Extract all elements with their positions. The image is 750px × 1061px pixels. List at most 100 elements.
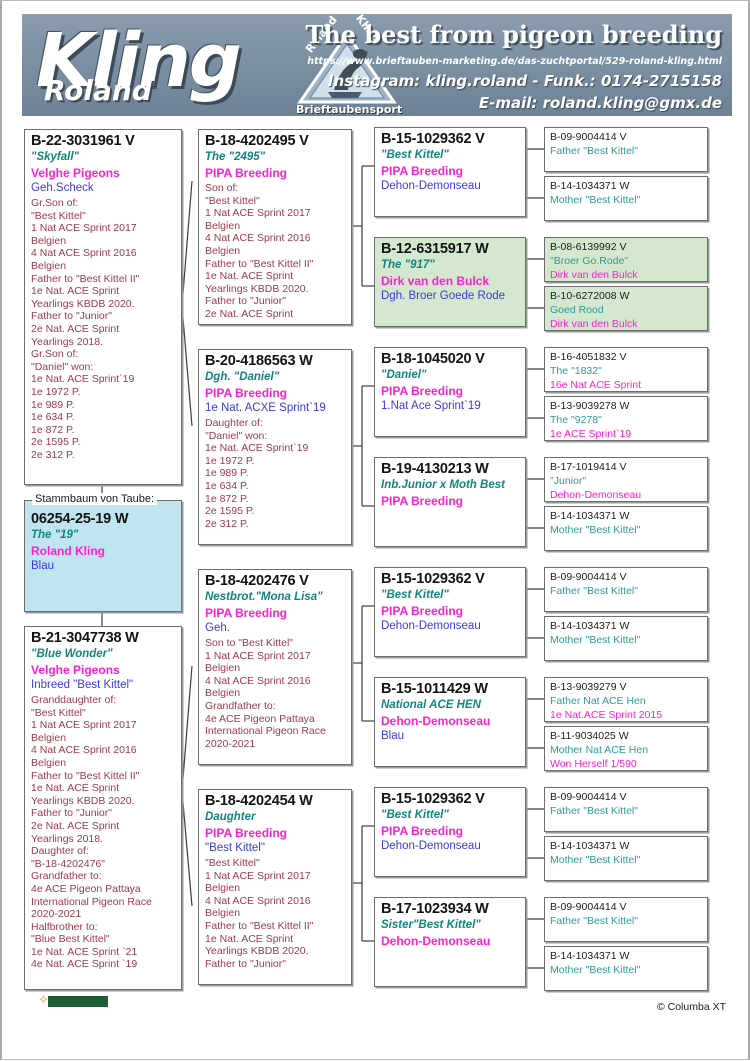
pedigree-box-gen4-9[interactable]: B-14-1034371 W Mother "Best Kittel" xyxy=(544,616,708,661)
pedigree-box-sire[interactable]: B-22-3031961 V "Skyfall" Velghe Pigeons … xyxy=(24,129,182,485)
pedigree-box-gen4-7[interactable]: B-14-1034371 W Mother "Best Kittel" xyxy=(544,506,708,551)
pedigree-box-gen3-3[interactable]: B-19-4130213 W Inb.Junior x Moth Best PI… xyxy=(374,457,526,547)
footer-logo-bar xyxy=(48,996,108,1007)
breeder: PIPA Breeding xyxy=(381,384,464,398)
performance-line: Belgien xyxy=(205,662,241,675)
breeder: PIPA Breeding xyxy=(205,826,288,840)
performance-line: 1e 1972 P. xyxy=(31,385,81,398)
ring-number: B-09-9004414 V xyxy=(550,571,627,583)
colour: Blau xyxy=(31,560,55,572)
pedigree-box-gen3-1[interactable]: B-12-6315917 W The "917" Dirk van den Bu… xyxy=(374,237,526,327)
nickname: "Junior" xyxy=(550,475,587,487)
performance-line: Belgien xyxy=(31,259,67,272)
nickname: Mother "Best Kittel" xyxy=(550,194,641,206)
performance-line: Belgien xyxy=(205,882,241,895)
performance-line: 1e Nat. ACE Sprint `21 xyxy=(31,945,138,958)
nickname: The "19" xyxy=(31,529,79,541)
colour: Geh.Scheck xyxy=(31,182,94,194)
ring-number: B-20-4186563 W xyxy=(205,353,313,369)
performance-line: 4e ACE Pigeon Pattaya xyxy=(205,712,315,725)
pedigree-box-gen3-4[interactable]: B-15-1029362 V "Best Kittel" PIPA Breedi… xyxy=(374,567,526,657)
breeder: PIPA Breeding xyxy=(381,824,464,838)
ring-number: 06254-25-19 W xyxy=(31,511,129,527)
performance-line: 1 Nat ACE Sprint 2017 xyxy=(205,649,311,662)
performance-list: "Best Kittel" 1 Nat ACE Sprint 2017 Belgie… xyxy=(205,857,346,970)
ring-number: B-15-1029362 V xyxy=(381,571,485,587)
breeder: Dehon-Demonseau xyxy=(381,934,491,948)
breeder: 1e Nat.ACE Sprint 2015 xyxy=(550,709,663,721)
performance-line: Father to "Junior" xyxy=(31,807,112,820)
pedigree-box-gen4-15[interactable]: B-14-1034371 W Mother "Best Kittel" xyxy=(544,946,708,991)
performance-line: Father to "Best Kittel II" xyxy=(205,919,314,932)
pedigree-box-gen4-12[interactable]: B-09-9004414 V Father "Best Kittel" xyxy=(544,787,708,832)
pedigree-box-gen4-8[interactable]: B-09-9004414 V Father "Best Kittel" xyxy=(544,567,708,612)
pedigree-box-gen4-0[interactable]: B-09-9004414 V Father "Best Kittel" xyxy=(544,127,708,172)
pedigree-box-gen2-0[interactable]: B-18-4202495 V The "2495" PIPA Breeding … xyxy=(198,129,352,325)
breeder: Velghe Pigeons xyxy=(31,663,120,677)
colour: Dehon-Demonseau xyxy=(381,180,481,192)
ring-number: B-08-6139992 V xyxy=(550,241,627,253)
banner-url[interactable]: https://www.brieftauben-marketing.de/das… xyxy=(307,56,722,67)
pedigree-box-gen4-4[interactable]: B-16-4051832 V The "1832" 16e Nat ACE Sp… xyxy=(544,347,708,392)
nickname: Mother Nat ACE Hen xyxy=(550,744,649,756)
nickname: "Best Kittel" xyxy=(381,589,449,601)
nickname: "Broer Go.Rode" xyxy=(550,255,629,267)
pedigree-box-gen2-2[interactable]: B-18-4202476 V Nestbrot."Mona Lisa" PIPA… xyxy=(198,569,352,765)
performance-line: "Best Kittel" xyxy=(31,706,86,719)
performance-line: Belgien xyxy=(31,731,67,744)
nickname: The "917" xyxy=(381,259,435,271)
pedigree-box-gen3-5[interactable]: B-15-1011429 W National ACE HEN Dehon-De… xyxy=(374,677,526,767)
colour: Dgh. Broer Goede Rode xyxy=(381,290,506,302)
breeder: PIPA Breeding xyxy=(381,604,464,618)
performance-line: Gr.Son of: xyxy=(31,348,79,361)
performance-line: 2e Nat. ACE Sprint xyxy=(31,819,120,832)
banner-email[interactable]: E-mail: roland.kling@gmx.de xyxy=(478,94,722,112)
pedigree-box-gen4-13[interactable]: B-14-1034371 W Mother "Best Kittel" xyxy=(544,836,708,881)
ring-number: B-19-4130213 W xyxy=(381,461,489,477)
performance-line: Daughter of: xyxy=(205,417,263,429)
pedigree-box-gen4-1[interactable]: B-14-1034371 W Mother "Best Kittel" xyxy=(544,176,708,221)
nickname: Daughter xyxy=(205,811,256,823)
nickname: "Best Kittel" xyxy=(381,149,449,161)
nickname: Mother "Best Kittel" xyxy=(550,854,641,866)
performance-line: Yearlings KBDB 2020. xyxy=(31,794,135,807)
ring-number: B-14-1034371 W xyxy=(550,840,630,852)
performance-line: Grandfather to: xyxy=(31,870,102,883)
pedigree-box-gen4-11[interactable]: B-11-9034025 W Mother Nat ACE Hen Won He… xyxy=(544,726,708,771)
ring-number: B-14-1034371 W xyxy=(550,510,630,522)
performance-line: Granddaughter of: xyxy=(31,694,117,706)
pedigree-box-subject[interactable]: 06254-25-19 W The "19" Roland Kling Blau xyxy=(24,500,182,612)
performance-line: 1e 872 P. xyxy=(205,492,249,505)
pedigree-box-gen2-3[interactable]: B-18-4202454 W Daughter PIPA Breeding "B… xyxy=(198,789,352,985)
pedigree-box-gen4-2[interactable]: B-08-6139992 V "Broer Go.Rode" Dirk van … xyxy=(544,237,708,282)
performance-line: 1e 1972 P. xyxy=(205,454,255,467)
breeder: PIPA Breeding xyxy=(205,166,288,180)
performance-line: 4 Nat ACE Sprint 2016 xyxy=(205,674,311,687)
performance-line: 2e 312 P. xyxy=(205,517,249,530)
ring-number: B-12-6315917 W xyxy=(381,241,489,257)
performance-line: 4e Nat. ACE Sprint `19 xyxy=(31,958,138,971)
performance-line: Father to "Best Kittel II" xyxy=(31,769,140,782)
ring-number: B-17-1023934 W xyxy=(381,901,489,917)
pedigree-box-gen2-1[interactable]: B-20-4186563 W Dgh. "Daniel" PIPA Breedi… xyxy=(198,349,352,545)
performance-line: 1e Nat. ACE Sprint xyxy=(31,285,120,298)
performance-line: 1e Nat. ACE Sprint xyxy=(31,782,120,795)
pedigree-box-gen3-0[interactable]: B-15-1029362 V "Best Kittel" PIPA Breedi… xyxy=(374,127,526,217)
nickname: Father "Best Kittel" xyxy=(550,805,638,817)
performance-line: "Best Kittel" xyxy=(205,194,260,207)
nickname: Goed Rood xyxy=(550,304,604,316)
pedigree-box-gen3-2[interactable]: B-18-1045020 V "Daniel" PIPA Breeding 1.… xyxy=(374,347,526,437)
pedigree-box-gen4-3[interactable]: B-10-6272008 W Goed Rood Dirk van den Bu… xyxy=(544,286,708,331)
colour: "Best Kittel" xyxy=(205,842,265,854)
pedigree-box-gen4-6[interactable]: B-17-1019414 V "Junior" Dehon-Demonseau xyxy=(544,457,708,502)
pedigree-box-dam[interactable]: B-21-3047738 W "Blue Wonder" Velghe Pige… xyxy=(24,626,182,990)
pedigree-box-gen4-14[interactable]: B-09-9004414 V Father "Best Kittel" xyxy=(544,897,708,942)
pedigree-box-gen4-5[interactable]: B-13-9039278 W The "9278" 1e ACE Sprint`… xyxy=(544,396,708,441)
header-banner: Kling Roland Roland Kling Brieftaubenspo… xyxy=(22,14,732,116)
pedigree-box-gen3-6[interactable]: B-15-1029362 V "Best Kittel" PIPA Breedi… xyxy=(374,787,526,877)
pedigree-box-gen3-7[interactable]: B-17-1023934 W Sister"Best Kittel" Dehon… xyxy=(374,897,526,987)
pedigree-box-gen4-10[interactable]: B-13-9039279 V Father Nat ACE Hen 1e Nat… xyxy=(544,677,708,722)
performance-line: Yearlings 2018. xyxy=(31,335,104,348)
ring-number: B-14-1034371 W xyxy=(550,180,630,192)
